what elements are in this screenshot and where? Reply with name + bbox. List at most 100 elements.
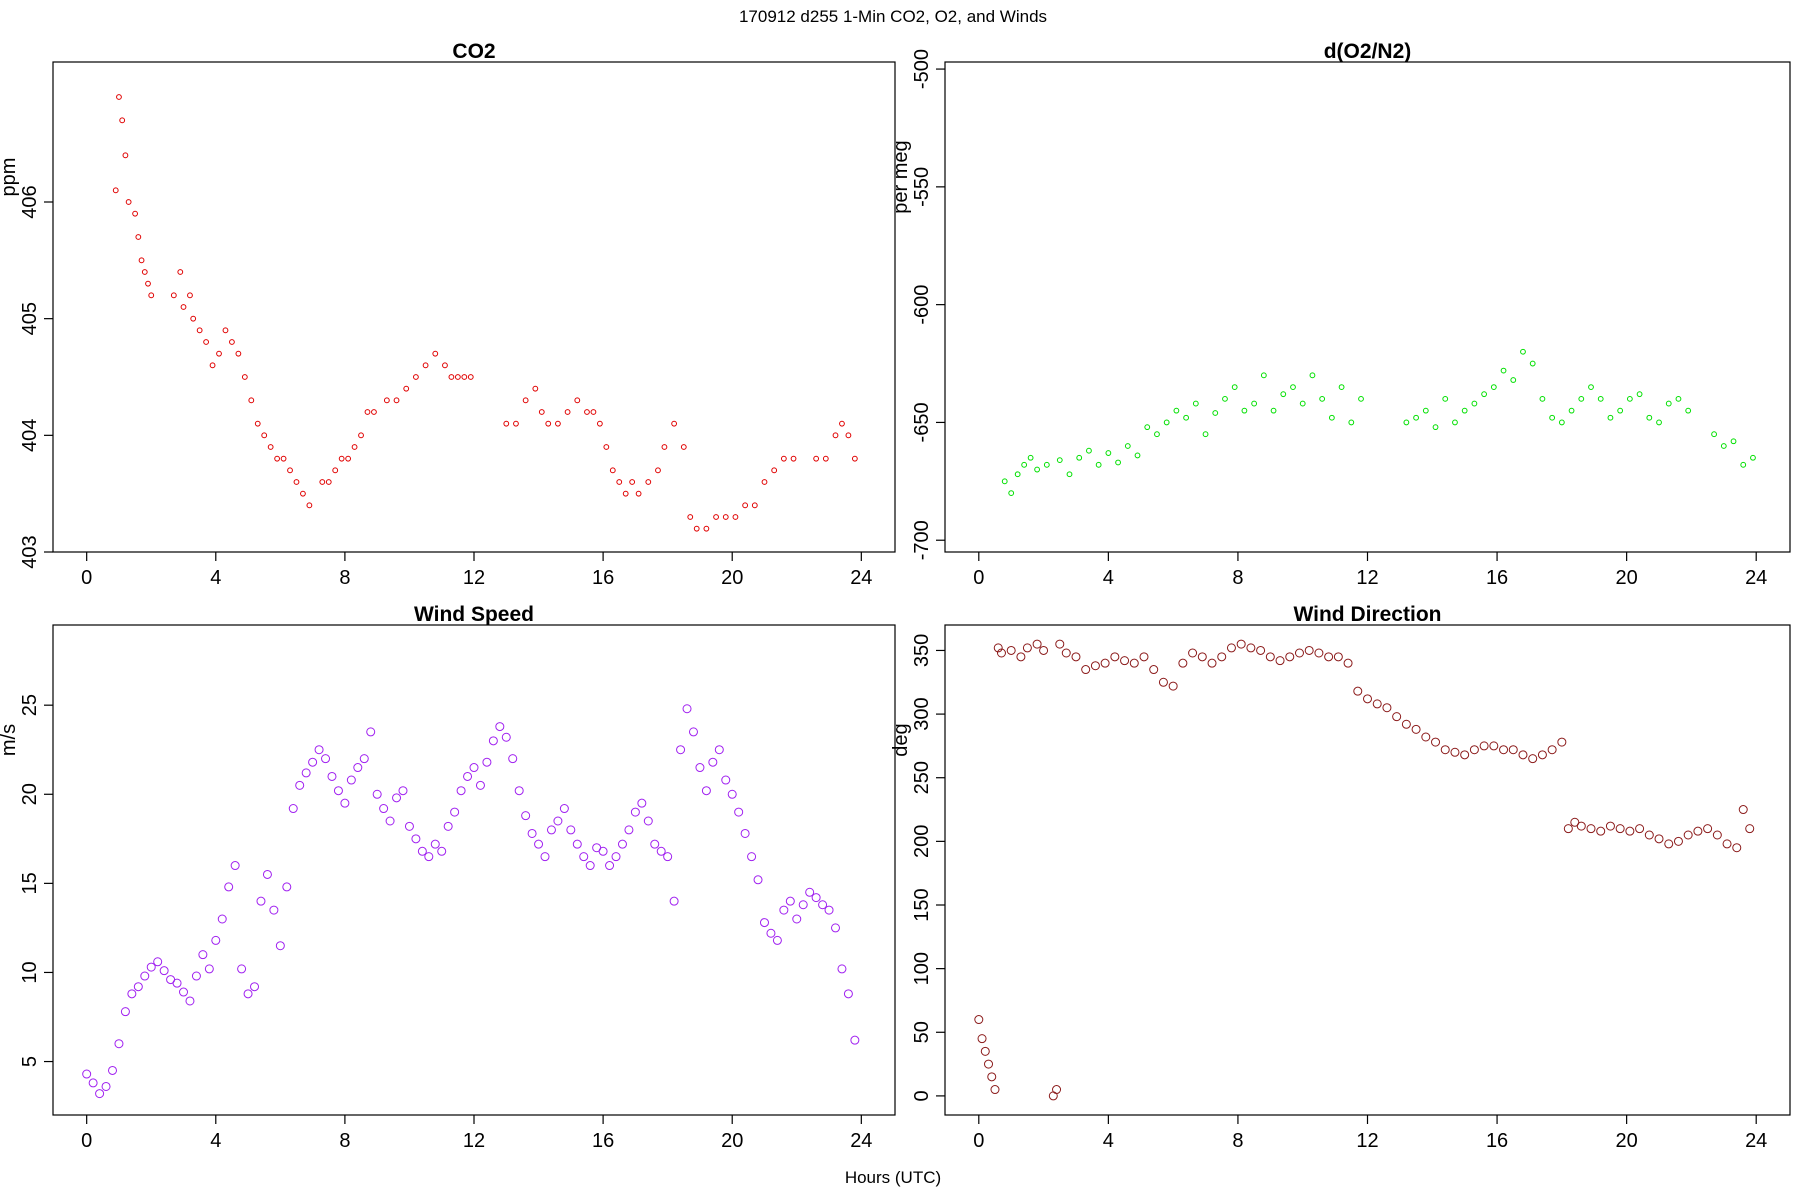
o2-x-tick-label: 8: [1232, 567, 1243, 589]
co2-data-point: [603, 444, 610, 450]
wind-direction-data-point: [1625, 826, 1635, 836]
wind-speed-data-point: [676, 745, 686, 755]
wind-direction-x-tick-label: 24: [1745, 1130, 1767, 1152]
co2-x-tick-label: 24: [850, 567, 872, 589]
wind-direction-data-point: [1732, 843, 1742, 853]
wind-speed-data-point: [275, 941, 285, 951]
wind-speed-data-point: [230, 861, 240, 871]
wind-direction-data-point: [1421, 732, 1431, 742]
wind-speed-data-point: [701, 786, 711, 796]
o2-y-tick-label: -650: [911, 402, 933, 442]
co2-data-point: [503, 420, 510, 427]
o2-data-point: [1471, 400, 1478, 407]
wind-speed-data-point: [708, 757, 718, 767]
wind-direction-data-point: [1052, 1085, 1062, 1095]
o2-data-point: [1720, 443, 1727, 449]
o2-data-point: [1309, 372, 1316, 379]
co2-data-point: [780, 455, 787, 462]
wind-speed-data-point: [262, 869, 272, 879]
co2-data-point: [267, 444, 274, 450]
co2-data-point: [742, 502, 749, 509]
co2-data-point: [671, 420, 678, 427]
o2-title: d(O2/N2): [1324, 40, 1412, 63]
wind-direction-data-point: [1518, 750, 1528, 760]
co2-data-point: [454, 374, 461, 380]
co2-data-point: [655, 467, 661, 474]
wind-direction-data-point: [996, 648, 1006, 658]
wind-speed-data-point: [443, 821, 453, 831]
o2-data-point: [1558, 419, 1565, 426]
wind-direction-data-point: [1120, 656, 1130, 666]
wind-direction-data-point: [1382, 703, 1392, 713]
co2-data-point: [170, 292, 177, 299]
wind-direction-data-point: [987, 1072, 997, 1082]
wind-direction-data-point: [1207, 658, 1217, 668]
co2-data-point: [235, 350, 242, 357]
o2-data-point: [1636, 391, 1643, 398]
wind-speed-y-tick-label: 10: [19, 961, 41, 983]
o2-data-point: [1021, 461, 1028, 468]
wind-direction-data-point: [1586, 824, 1596, 834]
co2-data-point: [306, 502, 313, 509]
wind-direction-data-point: [1635, 824, 1645, 834]
wind-speed-data-point: [411, 834, 421, 844]
wind-direction-data-point: [1469, 745, 1479, 755]
wind-direction-data-point: [1129, 658, 1139, 668]
co2-x-tick-label: 0: [81, 567, 92, 589]
wind-speed-y-tick-label: 25: [19, 694, 41, 716]
o2-data-point: [1231, 384, 1238, 390]
wind-direction-y-tick-label: 300: [911, 697, 933, 730]
co2-data-point: [661, 444, 668, 450]
o2-data-point: [1115, 459, 1121, 466]
wind-speed-data-point: [424, 852, 434, 862]
wind-speed-data-point: [759, 918, 769, 928]
wind-speed-data-point: [501, 732, 511, 742]
wind-speed-data-point: [805, 887, 815, 897]
wind-direction-data-point: [1570, 817, 1580, 827]
wind-speed-x-tick-label: 4: [210, 1130, 221, 1152]
o2-data-point: [1626, 395, 1633, 402]
wind-direction-data-point: [1275, 656, 1285, 666]
co2-data-point: [393, 397, 400, 404]
o2-data-point: [1027, 454, 1034, 461]
co2-data-point: [545, 420, 552, 427]
co2-data-point: [532, 385, 539, 392]
o2-x-tick-label: 24: [1745, 567, 1767, 589]
o2-data-point: [1192, 400, 1199, 407]
o2-data-point: [1549, 414, 1556, 421]
o2-data-point: [1675, 395, 1682, 402]
wind-direction-data-point: [1294, 648, 1304, 658]
co2-data-point: [751, 502, 758, 509]
wind-speed-data-point: [172, 978, 182, 988]
o2-data-point: [1056, 457, 1063, 464]
wind-direction-data-point: [1304, 645, 1314, 655]
co2-data-point: [345, 455, 352, 462]
co2-data-point: [261, 432, 268, 439]
wind-direction-data-point: [1745, 824, 1755, 834]
wind-speed-x-tick-label: 12: [463, 1130, 485, 1152]
o2-data-point: [1280, 391, 1287, 398]
wind-speed-data-point: [456, 786, 466, 796]
co2-data-point: [229, 339, 235, 345]
co2-data-point: [222, 327, 229, 334]
wind-direction-data-point: [1703, 824, 1713, 834]
co2-data-point: [822, 455, 829, 462]
wind-direction-data-point: [1654, 834, 1664, 844]
o2-data-point: [1034, 466, 1041, 473]
co2-data-point: [687, 514, 694, 520]
wind-direction-x-tick-label: 12: [1356, 1130, 1378, 1152]
o2-data-point: [1328, 414, 1335, 421]
wind-speed-data-point: [114, 1039, 124, 1049]
o2-data-point: [1500, 367, 1507, 374]
wind-speed-data-point: [521, 811, 531, 821]
wind-direction-data-point: [1372, 699, 1382, 709]
wind-speed-data-point: [359, 754, 369, 764]
wind-speed-data-point: [508, 754, 518, 764]
wind-speed-data-point: [747, 852, 757, 862]
co2-data-point: [422, 362, 429, 369]
co2-data-point: [116, 94, 122, 100]
wind-direction-data-point: [1314, 648, 1324, 658]
o2-data-point: [1646, 414, 1653, 421]
co2-data-point: [325, 479, 332, 485]
